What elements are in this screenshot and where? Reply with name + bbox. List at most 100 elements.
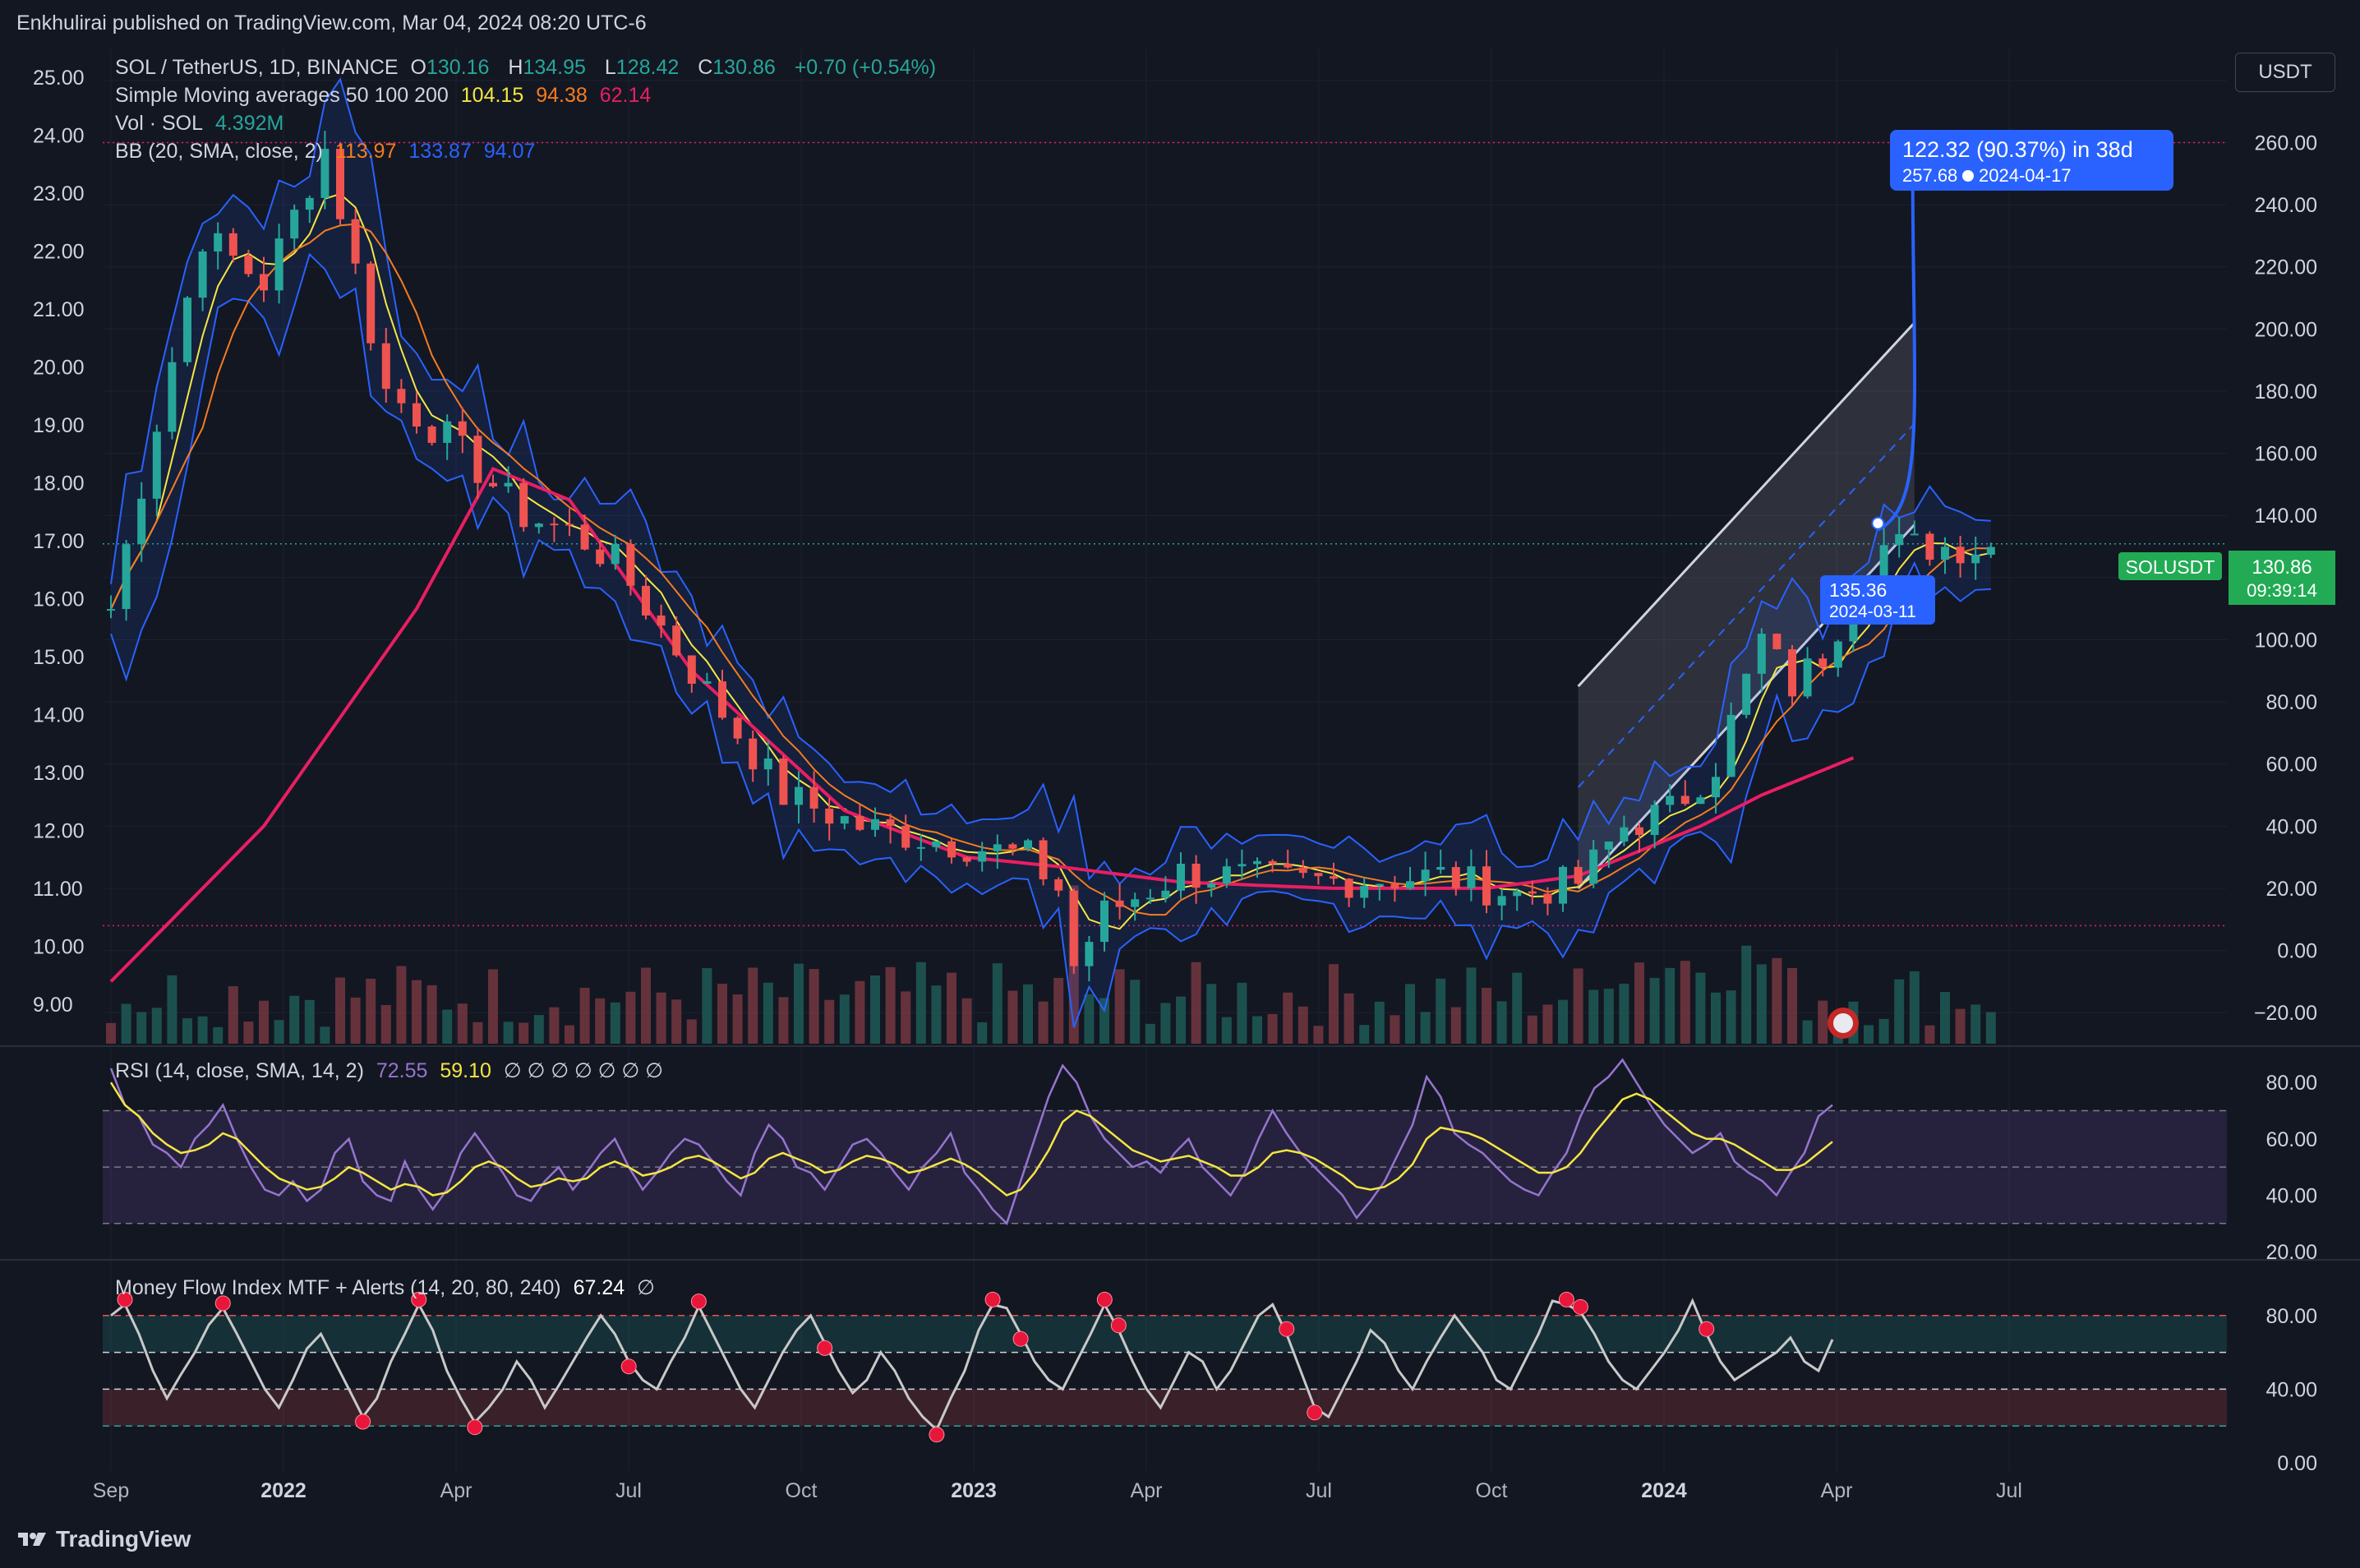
candle-body: [320, 149, 330, 198]
volume-bar: [1634, 962, 1644, 1044]
left-axis-tick: 15.00: [33, 646, 85, 669]
sma-legend[interactable]: Simple Moving averages 50 100 200 104.15…: [115, 84, 657, 108]
candle-body: [993, 844, 1002, 851]
candle-body: [534, 523, 543, 528]
volume-bar: [213, 1026, 224, 1044]
candle-body: [886, 819, 895, 826]
candle-body: [1207, 883, 1216, 888]
projection-label-date: 2024-04-17: [1979, 165, 2072, 186]
candle-body: [1666, 796, 1675, 805]
volume-bar: [1818, 1000, 1828, 1044]
left-axis-tick: 12.00: [33, 820, 85, 843]
volume-bar: [1695, 972, 1706, 1044]
bb-fill: [111, 79, 1991, 1028]
volume-bar: [1344, 993, 1354, 1044]
currency-button[interactable]: USDT: [2235, 53, 2335, 92]
open-label: O: [410, 56, 426, 79]
candle-body: [1054, 879, 1063, 891]
candle-body: [1650, 805, 1659, 836]
mfi-axis-tick: 80.00: [2266, 1305, 2317, 1328]
volume-bar: [915, 962, 926, 1044]
volume-bar: [656, 992, 666, 1044]
candle-body: [901, 825, 910, 848]
candle-body: [763, 758, 772, 770]
symbol-name[interactable]: SOL / TetherUS, 1D, BINANCE: [115, 56, 399, 79]
rsi-axis-tick: 20.00: [2266, 1241, 2317, 1264]
left-axis-tick: 9.00: [33, 994, 73, 1017]
volume-bar: [488, 969, 498, 1044]
volume-bar: [1130, 980, 1141, 1044]
sma-legend-name: Simple Moving averages 50 100 200: [115, 84, 449, 107]
x-axis-tick: Oct: [1476, 1479, 1508, 1502]
mfi-alert-low-dot: [467, 1419, 483, 1436]
high-label: H: [508, 56, 523, 79]
us-flag-inner: [1833, 1013, 1853, 1033]
candle-body: [1161, 890, 1170, 898]
candle-body: [1879, 545, 1888, 588]
volume-bar: [870, 975, 880, 1044]
candle-body: [198, 251, 207, 298]
volume-bar: [1894, 979, 1905, 1044]
x-axis-tick: Jul: [615, 1479, 642, 1502]
marker-label-date: 2024-03-11: [1829, 602, 1916, 621]
volume-bar: [1191, 962, 1201, 1044]
bb-lower-line: [110, 252, 1991, 1028]
close-label: C: [698, 56, 713, 79]
bb-legend[interactable]: BB (20, SMA, close, 2) 113.97 133.87 94.…: [115, 140, 542, 164]
candle-body: [351, 219, 360, 264]
candle-body: [733, 717, 742, 739]
candle-body: [519, 482, 528, 528]
volume-bar: [1680, 961, 1690, 1044]
vol-value: 4.392M: [214, 112, 284, 135]
low-label: L: [604, 56, 616, 79]
candle-body: [611, 543, 620, 565]
volume-bar: [1084, 994, 1095, 1044]
candle-body: [1772, 634, 1782, 650]
volume-bar: [1053, 977, 1064, 1044]
candle-body: [1145, 897, 1155, 900]
candle-body: [1330, 876, 1338, 879]
mfi-alert-low-dot: [817, 1340, 833, 1356]
mfi-alert-high-dot: [411, 1291, 427, 1307]
volume-bar: [1114, 969, 1125, 1044]
candle-body: [1986, 546, 1995, 556]
right-axis-tick: 220.00: [2255, 256, 2317, 279]
mfi-axis-tick: 0.00: [2277, 1452, 2317, 1475]
tradingview-brand[interactable]: TradingView: [16, 1526, 191, 1552]
volume-bar: [1802, 1020, 1813, 1044]
volume-bar: [1206, 984, 1217, 1044]
volume-bar: [1711, 992, 1721, 1044]
candle-body: [137, 498, 146, 545]
volume-bar: [1665, 967, 1676, 1044]
open-value: 130.16: [426, 56, 490, 79]
sma50-line: [110, 192, 1992, 930]
projection-label-text: 122.32 (90.37%) in 38d: [1902, 137, 2133, 162]
candle-body: [1314, 873, 1323, 877]
volume-bar: [1252, 1016, 1262, 1044]
candle-body: [1680, 796, 1689, 805]
left-axis-tick: 24.00: [33, 125, 85, 148]
volume-bar: [228, 986, 238, 1044]
candle-body: [1818, 658, 1828, 668]
volume-bar: [289, 995, 300, 1044]
candle-body: [1803, 658, 1812, 697]
rsi-legend[interactable]: RSI (14, close, SMA, 14, 2) 72.55 59.10 …: [115, 1058, 670, 1083]
candle-body: [550, 523, 559, 526]
right-axis-tick: 200.00: [2255, 318, 2317, 341]
right-axis-tick: 180.00: [2255, 380, 2317, 404]
volume-bar: [1588, 989, 1599, 1044]
candle-body: [1895, 533, 1904, 546]
bollinger-bands: [110, 77, 1991, 1028]
volume-bar: [1283, 992, 1293, 1044]
mfi-legend[interactable]: Money Flow Index MTF + Alerts (14, 20, 8…: [115, 1275, 661, 1300]
volume-bar: [901, 991, 911, 1044]
volume-bar: [1420, 1012, 1431, 1044]
bb-upper-value: 133.87: [408, 140, 472, 163]
brand-name: TradingView: [56, 1526, 191, 1552]
candle-body: [978, 851, 987, 862]
vol-legend[interactable]: Vol · SOL 4.392M: [115, 112, 290, 136]
left-axis-tick: 11.00: [33, 878, 83, 901]
volume-bar: [763, 982, 773, 1044]
x-axis-tick: 2022: [260, 1479, 307, 1502]
